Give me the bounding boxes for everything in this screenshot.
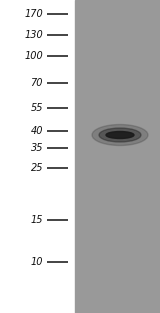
Text: 15: 15 [31,215,43,225]
Text: 10: 10 [31,257,43,267]
Text: 100: 100 [24,51,43,61]
Ellipse shape [106,131,134,138]
Text: 35: 35 [31,143,43,153]
Ellipse shape [92,125,148,146]
Text: 55: 55 [31,103,43,113]
Ellipse shape [99,128,141,142]
Text: 70: 70 [31,78,43,88]
Text: 170: 170 [24,9,43,19]
Text: 40: 40 [31,126,43,136]
Text: 25: 25 [31,163,43,173]
Bar [75,0,160,313]
Text: 130: 130 [24,30,43,40]
